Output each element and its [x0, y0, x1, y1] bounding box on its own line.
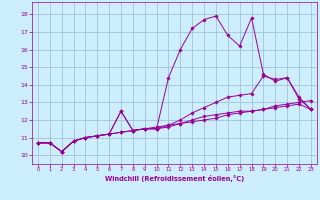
X-axis label: Windchill (Refroidissement éolien,°C): Windchill (Refroidissement éolien,°C): [105, 175, 244, 182]
